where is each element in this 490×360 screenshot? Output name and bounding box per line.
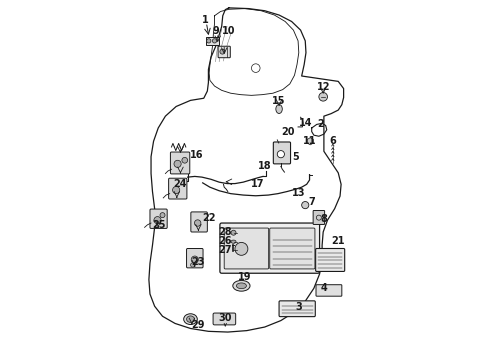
Text: 19: 19 xyxy=(238,272,252,282)
Text: 15: 15 xyxy=(272,96,286,106)
Text: 6: 6 xyxy=(329,136,336,145)
Text: 3: 3 xyxy=(295,302,302,312)
FancyBboxPatch shape xyxy=(273,142,291,164)
Text: 10: 10 xyxy=(222,26,236,36)
Circle shape xyxy=(212,39,217,43)
Circle shape xyxy=(172,186,180,194)
Text: 27: 27 xyxy=(219,245,232,255)
Text: 29: 29 xyxy=(191,320,204,330)
Circle shape xyxy=(207,39,211,43)
Text: 2: 2 xyxy=(317,120,324,129)
Ellipse shape xyxy=(233,280,250,291)
Circle shape xyxy=(220,49,225,54)
FancyBboxPatch shape xyxy=(213,313,236,325)
Text: 14: 14 xyxy=(299,118,313,128)
FancyBboxPatch shape xyxy=(279,301,315,317)
FancyBboxPatch shape xyxy=(313,211,324,225)
FancyBboxPatch shape xyxy=(169,178,187,199)
Circle shape xyxy=(174,160,181,167)
FancyBboxPatch shape xyxy=(150,209,167,228)
Ellipse shape xyxy=(236,283,246,289)
Text: 12: 12 xyxy=(317,82,331,92)
Text: 17: 17 xyxy=(251,179,264,189)
Text: 28: 28 xyxy=(219,227,232,237)
FancyBboxPatch shape xyxy=(171,152,190,174)
FancyBboxPatch shape xyxy=(270,228,315,269)
FancyBboxPatch shape xyxy=(205,37,219,45)
Text: 16: 16 xyxy=(190,150,203,160)
FancyBboxPatch shape xyxy=(224,228,269,269)
Circle shape xyxy=(319,93,327,101)
Circle shape xyxy=(277,150,285,158)
FancyBboxPatch shape xyxy=(218,46,230,58)
Text: 25: 25 xyxy=(152,220,166,230)
FancyBboxPatch shape xyxy=(191,212,207,232)
FancyBboxPatch shape xyxy=(316,285,342,296)
Text: 24: 24 xyxy=(173,179,187,189)
Circle shape xyxy=(231,230,236,235)
Circle shape xyxy=(154,217,161,224)
Text: 18: 18 xyxy=(258,161,271,171)
Text: 21: 21 xyxy=(332,236,345,246)
Text: 1: 1 xyxy=(202,15,209,26)
Circle shape xyxy=(235,242,248,255)
Text: 5: 5 xyxy=(292,152,298,162)
Circle shape xyxy=(195,220,201,226)
Text: 13: 13 xyxy=(292,188,306,198)
Text: 23: 23 xyxy=(192,257,205,267)
Circle shape xyxy=(302,202,309,209)
Circle shape xyxy=(191,256,198,263)
Text: 11: 11 xyxy=(303,136,317,145)
Text: 8: 8 xyxy=(320,215,327,224)
Circle shape xyxy=(182,157,188,163)
Circle shape xyxy=(191,263,195,267)
Ellipse shape xyxy=(187,316,195,322)
FancyBboxPatch shape xyxy=(187,248,203,268)
Text: 4: 4 xyxy=(320,283,327,293)
Text: 9: 9 xyxy=(213,26,220,36)
Text: 20: 20 xyxy=(281,127,295,136)
Text: 26: 26 xyxy=(219,236,232,246)
Circle shape xyxy=(160,213,165,218)
Text: 7: 7 xyxy=(308,197,315,207)
Text: 22: 22 xyxy=(202,213,216,222)
Ellipse shape xyxy=(184,314,197,324)
FancyBboxPatch shape xyxy=(220,223,319,273)
Ellipse shape xyxy=(231,240,236,243)
Ellipse shape xyxy=(276,104,282,113)
FancyBboxPatch shape xyxy=(316,248,344,271)
Text: 30: 30 xyxy=(219,313,232,323)
